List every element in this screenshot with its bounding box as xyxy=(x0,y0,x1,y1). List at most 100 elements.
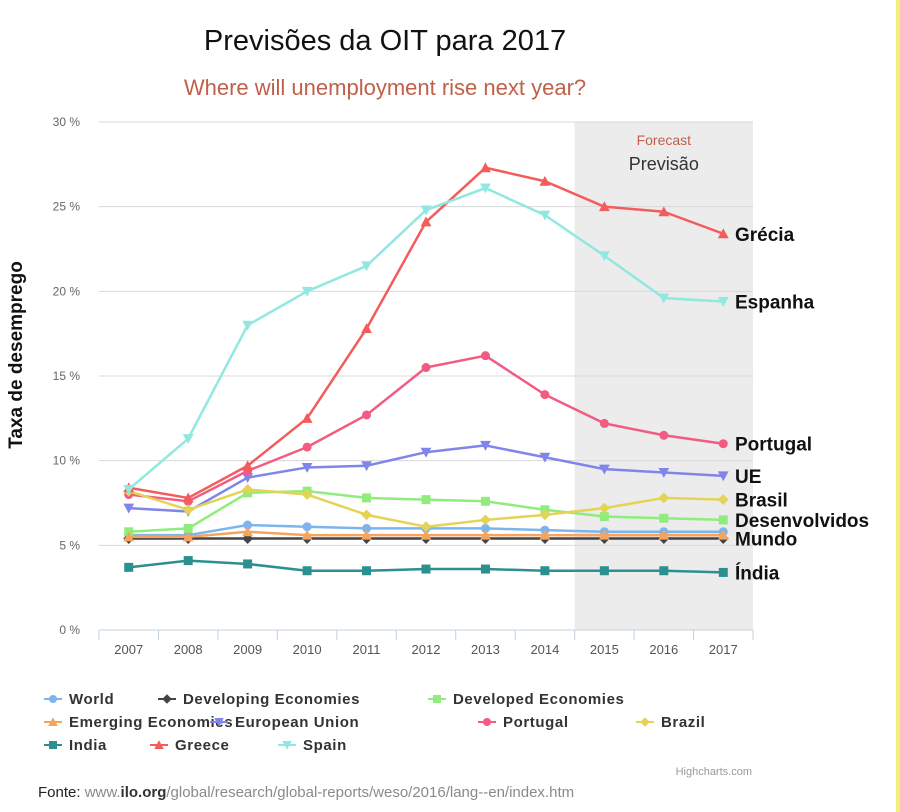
data-point xyxy=(540,566,550,576)
data-point xyxy=(480,514,491,526)
legend-label: European Union xyxy=(235,714,359,731)
data-point xyxy=(717,296,729,307)
legend-marker xyxy=(640,717,650,727)
legend-item-developing-economies[interactable]: Developing Economies xyxy=(158,691,360,708)
data-point xyxy=(658,529,670,540)
data-point xyxy=(420,529,432,540)
data-point xyxy=(599,512,609,522)
y-tick-label: 15 % xyxy=(53,369,81,383)
data-point xyxy=(301,412,313,423)
data-point xyxy=(540,390,550,400)
legend-marker xyxy=(214,718,224,727)
data-point xyxy=(717,471,729,482)
x-tick-label: 2017 xyxy=(709,642,738,657)
data-point xyxy=(599,566,609,576)
data-point xyxy=(539,452,551,463)
data-point xyxy=(182,492,194,503)
data-point xyxy=(362,410,372,420)
x-tick-label: 2012 xyxy=(412,642,441,657)
data-point xyxy=(243,559,253,569)
data-point xyxy=(658,492,670,504)
source-url-path: /global/research/global-reports/weso/201… xyxy=(166,784,575,801)
legend-item-portugal[interactable]: Portugal xyxy=(478,714,569,731)
legend-label: Spain xyxy=(303,737,347,754)
data-point xyxy=(539,509,551,521)
data-point xyxy=(243,520,253,530)
data-point xyxy=(480,162,491,173)
data-point xyxy=(420,205,432,216)
legend-label: Portugal xyxy=(503,714,569,731)
series-spain xyxy=(123,183,729,495)
data-point xyxy=(480,564,490,574)
legend-label: India xyxy=(69,737,107,754)
data-point xyxy=(361,323,372,334)
series-brazil xyxy=(123,484,729,533)
legend-item-spain[interactable]: Spain xyxy=(278,737,347,754)
source-link[interactable]: www.ilo.org/global/research/global-repor… xyxy=(85,784,574,801)
legend-label: Brazil xyxy=(661,714,705,731)
x-tick-label: 2014 xyxy=(530,642,559,657)
data-point xyxy=(658,293,670,304)
data-point xyxy=(242,484,254,495)
data-point xyxy=(598,464,610,475)
legend-item-greece[interactable]: Greece xyxy=(150,737,229,754)
data-point xyxy=(480,523,490,533)
legend-marker xyxy=(49,695,57,703)
data-point xyxy=(123,503,135,514)
data-point xyxy=(420,216,432,227)
legend-marker xyxy=(162,694,172,704)
credits: Highcharts.com xyxy=(676,766,752,778)
data-point xyxy=(182,531,194,542)
end-label-greece: Grécia xyxy=(735,225,795,246)
data-point xyxy=(598,529,610,540)
data-point xyxy=(539,529,551,540)
x-tick-label: 2010 xyxy=(293,642,322,657)
chart-subtitle: Where will unemployment rise next year? xyxy=(184,75,586,100)
data-point xyxy=(598,502,610,514)
source-url-domain: ilo.org xyxy=(120,784,167,801)
data-point xyxy=(362,566,372,576)
data-point xyxy=(361,509,372,521)
source-url-start: www. xyxy=(84,784,121,801)
end-label-portugal: Portugal xyxy=(735,435,812,456)
series-emerging-economies xyxy=(123,526,729,542)
series-greece xyxy=(123,162,729,503)
legend-label: Developing Economies xyxy=(183,691,360,708)
end-label-india: Índia xyxy=(735,562,780,584)
legend-item-emerging-economies[interactable]: Emerging Economies xyxy=(44,714,233,731)
data-point xyxy=(718,515,728,525)
data-point xyxy=(420,447,432,458)
data-point xyxy=(659,430,669,440)
forecast-label-en: Forecast xyxy=(637,132,692,148)
data-point xyxy=(480,496,490,506)
legend-item-india[interactable]: India xyxy=(44,737,107,754)
data-point xyxy=(659,566,669,576)
data-point xyxy=(421,564,431,574)
data-point xyxy=(301,462,313,473)
legend-marker xyxy=(48,717,58,726)
x-tick-label: 2015 xyxy=(590,642,619,657)
end-label-developed-economies: Desenvolvidos xyxy=(735,511,869,532)
data-point xyxy=(539,175,551,186)
data-point xyxy=(717,529,729,540)
x-tick-label: 2007 xyxy=(114,642,143,657)
data-point xyxy=(242,460,254,471)
data-point xyxy=(182,504,194,516)
data-point xyxy=(362,493,372,503)
y-tick-label: 10 % xyxy=(53,454,81,468)
legend-item-brazil[interactable]: Brazil xyxy=(636,714,705,731)
data-point xyxy=(362,523,372,533)
legend-label: Developed Economies xyxy=(453,691,624,708)
data-point xyxy=(421,495,431,505)
data-point xyxy=(361,261,372,272)
end-label-brazil: Brasil xyxy=(735,491,788,512)
data-point xyxy=(480,529,491,540)
data-point xyxy=(480,440,491,451)
data-point xyxy=(717,494,729,506)
legend-label: Greece xyxy=(175,737,229,754)
legend-item-european-union[interactable]: European Union xyxy=(210,714,359,731)
legend-item-world[interactable]: World xyxy=(44,691,114,708)
data-point xyxy=(659,513,669,523)
data-point xyxy=(301,489,313,500)
legend-item-developed-economies[interactable]: Developed Economies xyxy=(428,691,624,708)
